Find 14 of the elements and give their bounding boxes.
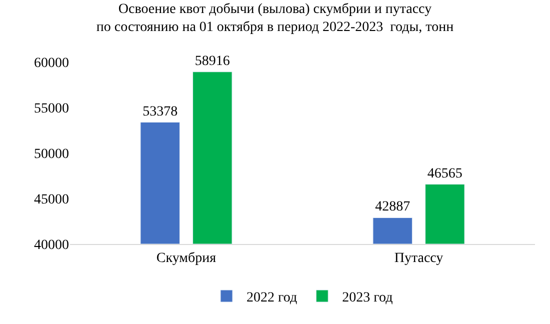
y-tick-label: 45000 [34,192,69,208]
legend-label: 2023 год [342,290,393,306]
data-label: 58916 [194,54,230,69]
y-tick-label: 50000 [34,146,69,162]
chart-title: Освоение квот добычи (вылова) скумбрии и путассу по состоянию на 01 октября в период 2022-2023 годы, тонн [96,2,454,36]
data-label: 46565 [427,166,462,182]
x-tick-label: Скумбрия [156,250,217,266]
x-tick-label: Путассу [394,250,444,266]
data-label: 53378 [142,104,178,120]
y-tick-label: 60000 [34,56,69,71]
legend-label: 2022 год [246,290,298,306]
y-tick-label: 55000 [34,101,69,116]
data-label: 42887 [375,200,410,215]
y-tick-label: 40000 [34,238,69,253]
